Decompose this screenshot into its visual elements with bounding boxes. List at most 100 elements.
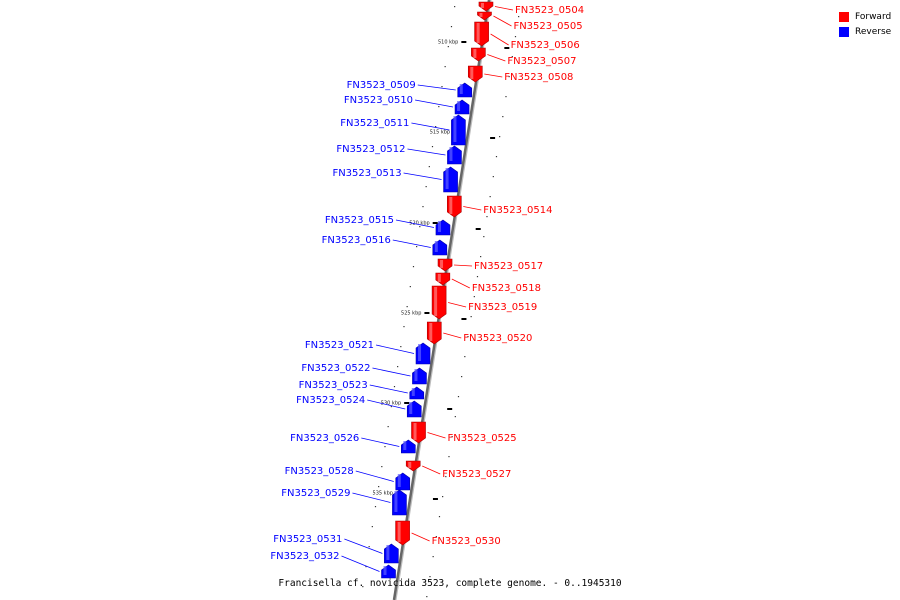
minor-tick-left [419, 226, 421, 228]
scale-label: 525 kbp [401, 311, 421, 317]
minor-tick-right [451, 436, 453, 438]
minor-tick-right [448, 456, 450, 458]
gene-highlight [397, 474, 401, 487]
minor-tick-left [378, 486, 380, 488]
gene-connector [484, 73, 503, 78]
gene-connector [355, 470, 394, 482]
gene-label-fn3523_0527: FN3523_0527 [442, 469, 511, 480]
gene-highlight [480, 3, 484, 8]
gene-highlight [418, 344, 422, 361]
minor-tick-right [435, 536, 437, 538]
minor-tick-right [502, 116, 504, 118]
minor-tick-left [454, 6, 456, 8]
gene-highlight [403, 441, 407, 450]
gene-label-fn3523_0517: FN3523_0517 [474, 261, 543, 272]
minor-tick-left [431, 146, 434, 148]
scale-label: 530 kbp [381, 401, 401, 407]
minor-tick-left [362, 586, 364, 588]
minor-tick-right [445, 476, 447, 478]
scale-label: 510 kbp [438, 40, 458, 46]
gene-connector [407, 148, 446, 156]
gene-connector [395, 219, 435, 228]
gene-highlight [459, 84, 463, 94]
minor-tick-left [368, 546, 370, 548]
gene-highlight [383, 566, 387, 575]
major-tick-right [447, 408, 453, 410]
gene-label-fn3523_0530: FN3523_0530 [432, 536, 501, 547]
minor-tick-left [381, 466, 383, 468]
major-tick-right [432, 498, 438, 500]
genome-caption: Francisella cf. novicida 3523, complete … [278, 578, 622, 589]
gene-highlight [434, 241, 438, 252]
minor-tick-right [518, 16, 520, 18]
legend: Forward Reverse [839, 9, 891, 39]
gene-connector [367, 399, 406, 410]
minor-tick-right [461, 376, 463, 378]
major-tick [404, 402, 410, 404]
major-tick-right [504, 47, 510, 49]
minor-tick-right [454, 416, 456, 418]
gene-label-fn3523_0504: FN3523_0504 [515, 5, 584, 16]
gene-highlight [476, 23, 480, 43]
legend-reverse-label: Reverse [855, 26, 892, 37]
gene-label-fn3523_0516: FN3523_0516 [322, 235, 391, 246]
minor-tick-right [511, 56, 513, 58]
gene-connector [344, 538, 383, 554]
gene-highlight [437, 274, 441, 282]
gene-label-fn3523_0526: FN3523_0526 [290, 433, 359, 444]
gene-highlight [445, 168, 449, 189]
gene-label-fn3523_0509: FN3523_0509 [347, 80, 416, 91]
minor-tick-right [495, 156, 498, 158]
minor-tick-right [457, 396, 460, 398]
gene-connector [403, 172, 442, 180]
scale-label: 520 kbp [409, 221, 429, 227]
scale-label: 535 kbp [373, 491, 393, 497]
gene-connector [414, 99, 454, 108]
minor-tick-left [412, 266, 415, 268]
minor-tick-right [505, 96, 507, 98]
minor-tick-left [365, 566, 367, 568]
minor-tick-left [416, 246, 418, 248]
gene-connector [341, 555, 380, 572]
gene-highlight [429, 323, 433, 341]
gene-connector [361, 437, 400, 447]
gene-label-fn3523_0508: FN3523_0508 [504, 72, 573, 83]
gene-highlight [386, 545, 390, 560]
gene-label-fn3523_0520: FN3523_0520 [463, 333, 532, 344]
gene-connector [352, 492, 391, 503]
gene-label-fn3523_0532: FN3523_0532 [270, 551, 339, 562]
legend-reverse: Reverse [839, 24, 891, 39]
minor-tick-left [428, 166, 430, 168]
gene-highlight [479, 13, 483, 17]
gene-highlight [437, 221, 441, 232]
gene-connector [369, 384, 408, 394]
gene-highlight [470, 67, 474, 79]
gene-label-fn3523_0522: FN3523_0522 [301, 363, 370, 374]
minor-tick-left [390, 406, 392, 408]
gene-label-fn3523_0519: FN3523_0519 [468, 302, 537, 313]
minor-tick-left [406, 306, 408, 308]
minor-tick-left [438, 106, 440, 108]
minor-tick-left [397, 366, 399, 368]
major-tick-right [490, 137, 496, 139]
gene-connector [443, 332, 462, 339]
minor-tick-left [393, 386, 396, 388]
gene-highlight [449, 147, 453, 161]
gene-connector [490, 33, 509, 46]
minor-tick-right [492, 176, 494, 178]
gene-highlight [409, 402, 413, 414]
gene-label-fn3523_0514: FN3523_0514 [483, 205, 552, 216]
forward-swatch [839, 11, 849, 22]
gene-connector [392, 239, 431, 248]
gene-highlight [413, 423, 417, 440]
gene-highlight [397, 522, 401, 542]
legend-forward-label: Forward [855, 11, 892, 22]
minor-tick-left [371, 526, 373, 528]
gene-connector [487, 54, 506, 62]
major-tick [461, 41, 467, 43]
minor-tick-left [374, 506, 377, 508]
minor-tick-left [447, 46, 449, 48]
gene-highlight [434, 287, 438, 316]
